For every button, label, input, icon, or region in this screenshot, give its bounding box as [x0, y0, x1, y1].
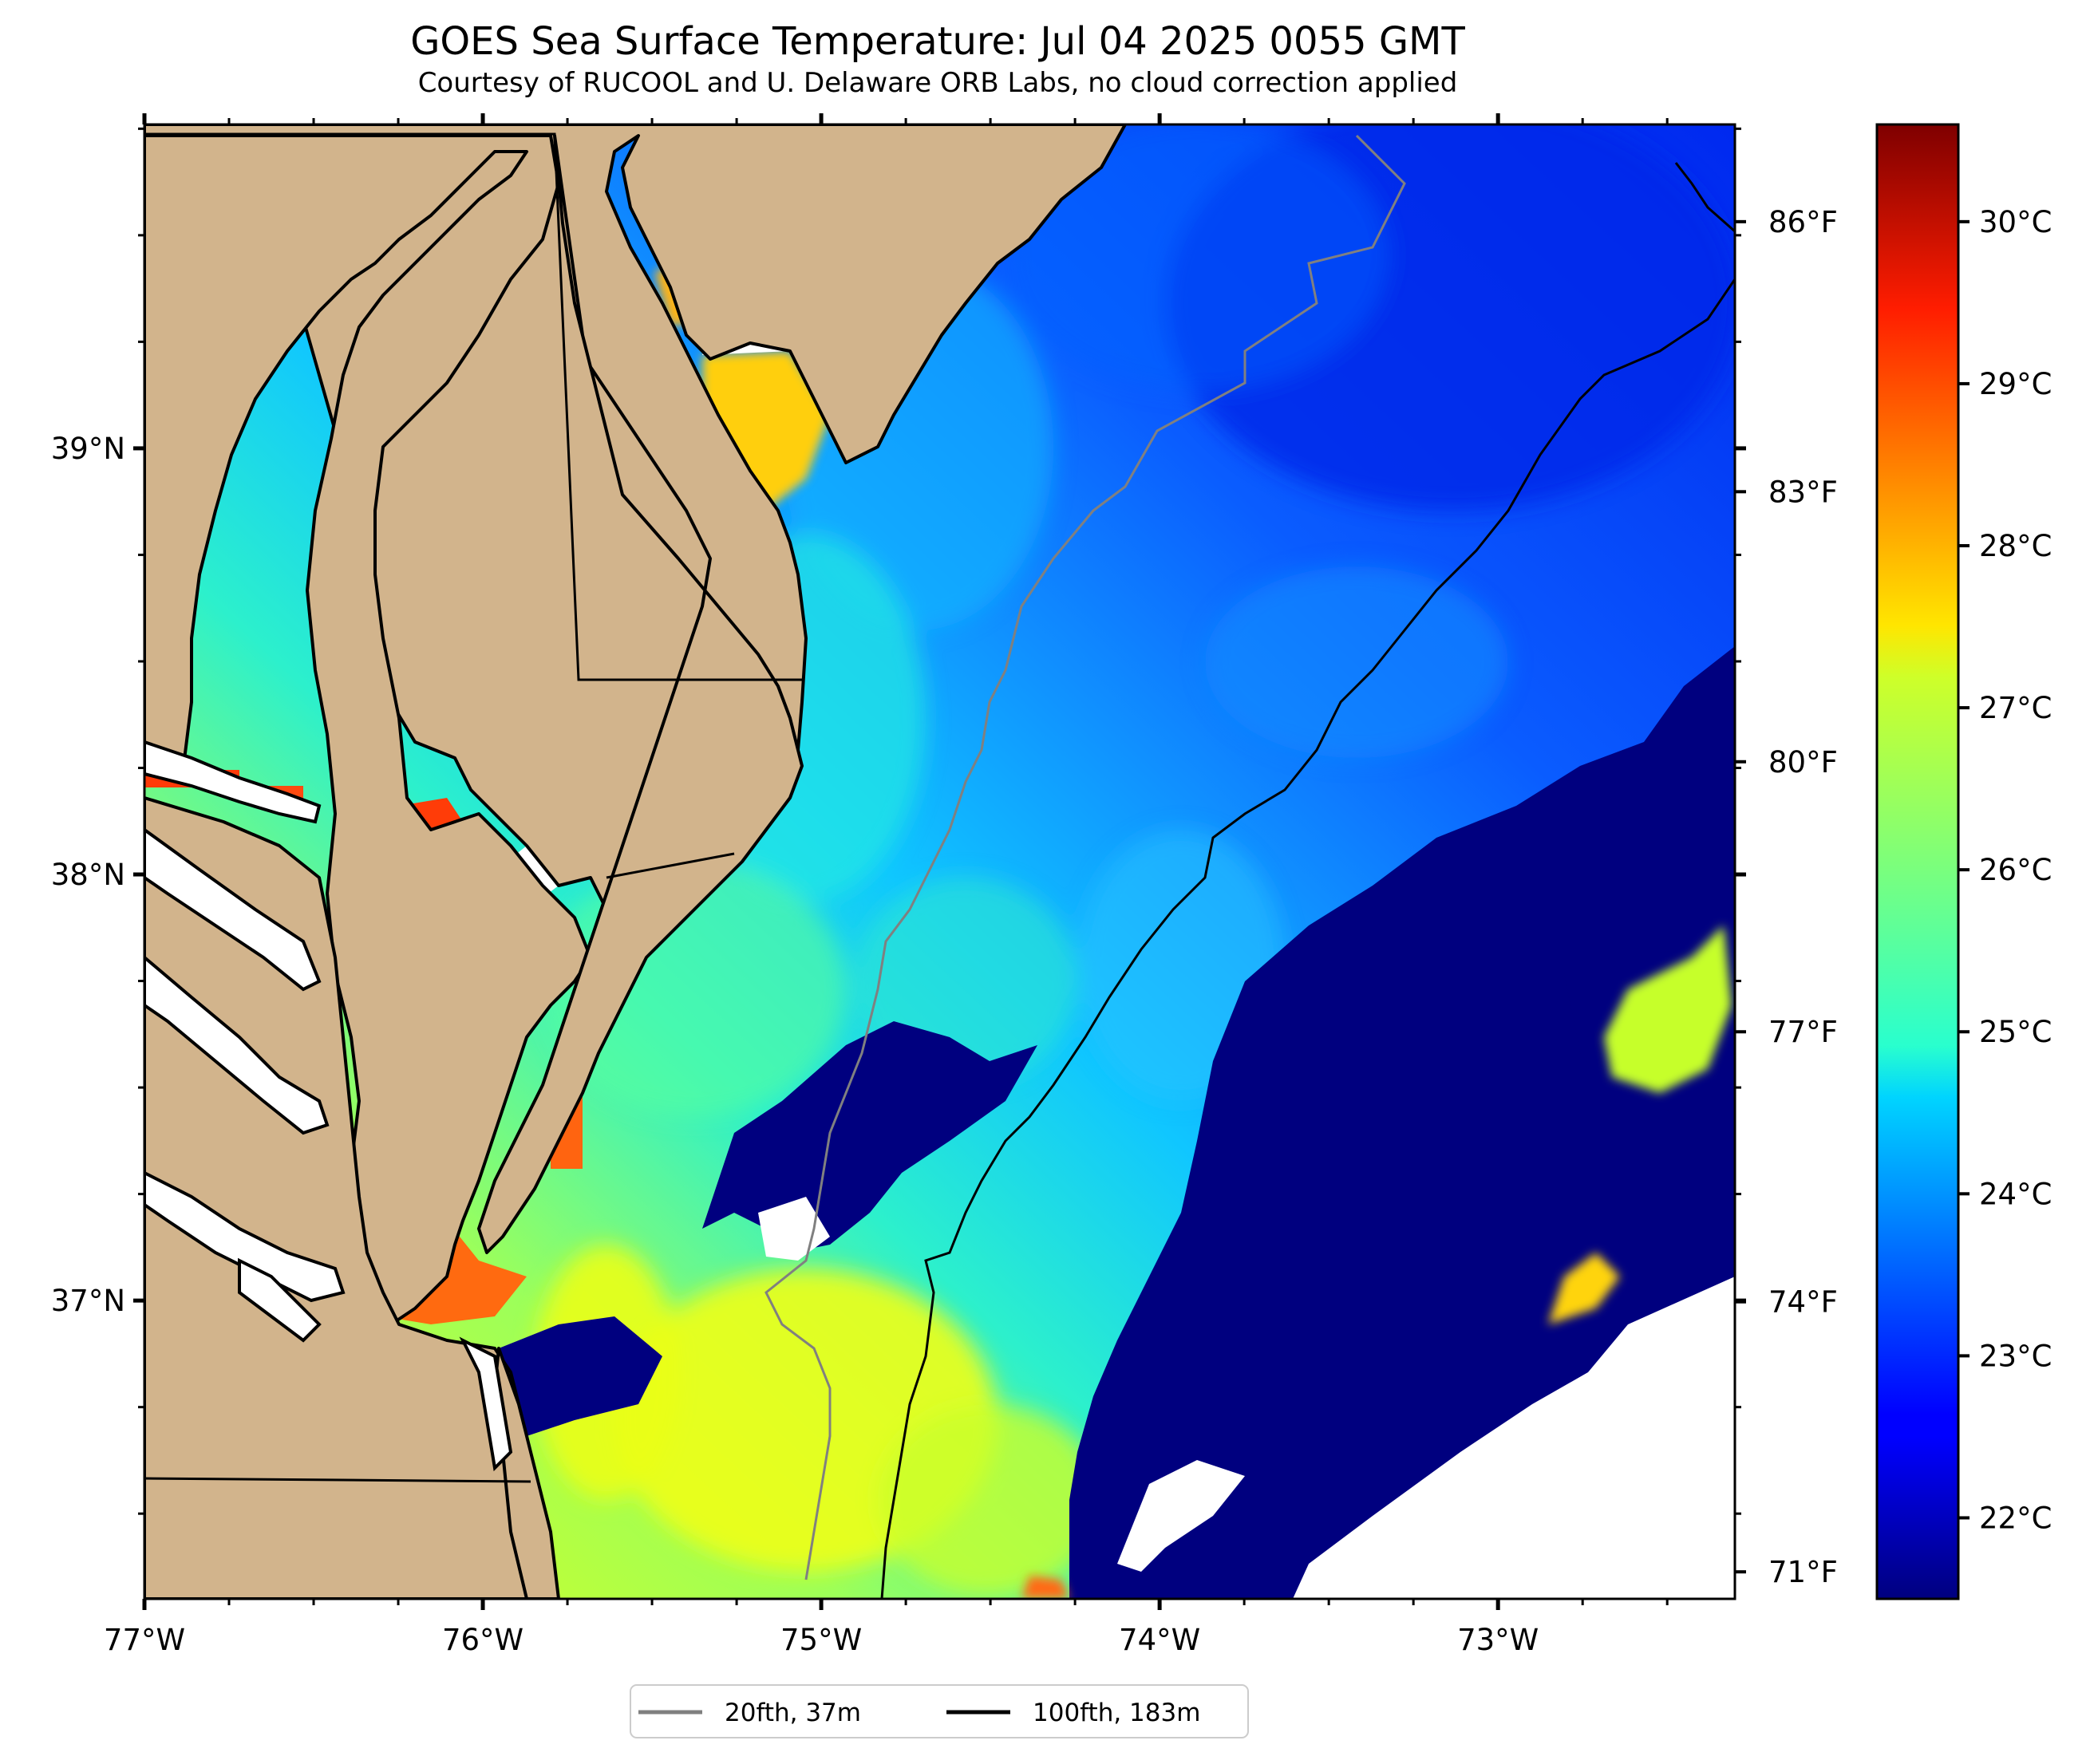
colorbar: [1875, 123, 1960, 1600]
chart-subtitle: Courtesy of RUCOOL and U. Delaware ORB L…: [418, 67, 1458, 99]
state-boundaries: [144, 132, 802, 1483]
lon-tick-label-4: 73°W: [1457, 1623, 1539, 1657]
lon-tick-label-3: 74°W: [1119, 1623, 1200, 1657]
fahrenheit-axis: 86°F 83°F 80°F 77°F 74°F 71°F: [1735, 205, 1838, 1589]
cb-tick-label-3: 27°C: [1979, 691, 2052, 725]
map-panel: [144, 124, 1735, 1599]
lat-tick-label-0: 39°N: [51, 432, 125, 466]
f-tick-label-5: 71°F: [1768, 1555, 1838, 1589]
warm-patches: [1021, 925, 1732, 1599]
cb-tick-label-7: 23°C: [1979, 1339, 2052, 1373]
lon-tick-label-1: 76°W: [442, 1623, 523, 1657]
land-masses: [144, 124, 1127, 1599]
legend-label-100fth: 100fth, 183m: [1033, 1699, 1200, 1727]
cb-tick-label-6: 24°C: [1979, 1177, 2052, 1211]
legend-box: [630, 1684, 1249, 1738]
contour-20fth: [764, 134, 1406, 1580]
legend-label-20fth: 20fth, 37m: [725, 1699, 861, 1727]
cb-tick-label-5: 25°C: [1979, 1015, 2052, 1049]
legend: 20fth, 37m 100fth, 183m: [630, 1684, 1249, 1738]
cb-tick-label-8: 22°C: [1979, 1501, 2052, 1535]
cb-tick-label-4: 26°C: [1979, 853, 2052, 887]
f-tick-label-2: 80°F: [1768, 745, 1838, 779]
cb-tick-label-0: 30°C: [1979, 205, 2052, 239]
cb-tick-label-1: 29°C: [1979, 367, 2052, 401]
f-tick-label-1: 83°F: [1768, 475, 1838, 509]
cb-tick-label-2: 28°C: [1979, 529, 2052, 563]
lon-axis: 77°W 76°W 75°W 74°W 73°W: [104, 113, 1669, 1657]
f-tick-label-3: 77°F: [1768, 1015, 1838, 1049]
rivers: [144, 740, 513, 1472]
lat-tick-label-2: 37°N: [51, 1284, 125, 1318]
f-tick-label-4: 74°F: [1768, 1285, 1838, 1320]
land-eastern-shore: [477, 134, 804, 1254]
lon-tick-label-2: 75°W: [780, 1623, 862, 1657]
lon-tick-label-0: 77°W: [104, 1623, 185, 1657]
lat-tick-label-1: 38°N: [51, 858, 125, 892]
map-frame: [143, 123, 1736, 1600]
colorbar-ticks: 30°C 29°C 28°C 27°C 26°C 25°C 24°C 23°C 22°C: [1958, 205, 2052, 1535]
lat-axis: 39°N 38°N 37°N: [51, 127, 1746, 1515]
contour-100fth: [880, 278, 1735, 1599]
land-delmarva: [144, 134, 592, 1326]
f-tick-label-0: 86°F: [1768, 205, 1838, 239]
chart-title: GOES Sea Surface Temperature: Jul 04 202…: [410, 19, 1465, 64]
